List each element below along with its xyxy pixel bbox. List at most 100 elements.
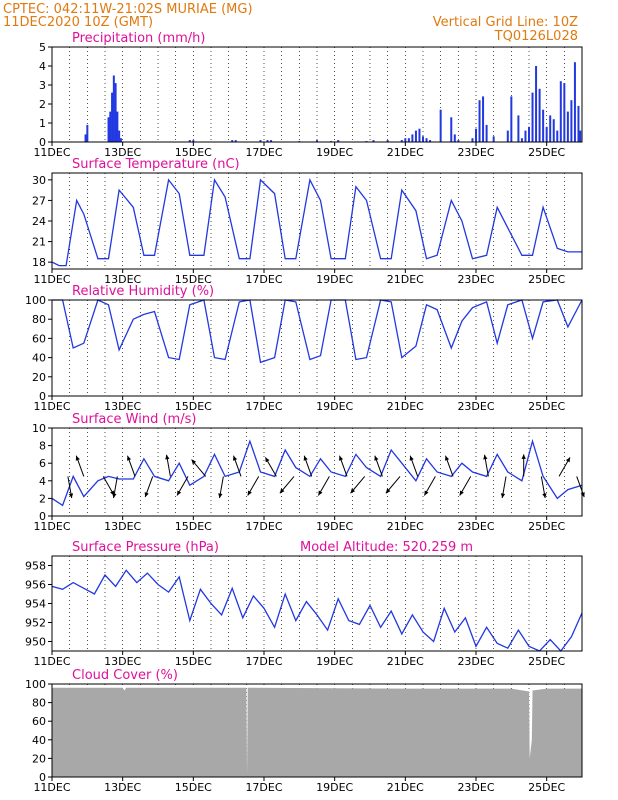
x-tick-label: 19DEC: [316, 655, 353, 668]
precip-bar: [84, 134, 87, 142]
x-tick-label: 21DEC: [387, 655, 424, 668]
y-tick-label: 956: [25, 579, 46, 592]
precip-bar: [535, 66, 538, 142]
x-tick-label: 25DEC: [528, 273, 565, 286]
precip-bar: [457, 140, 460, 142]
precip-bar: [485, 124, 488, 142]
wind-arrowhead: [279, 488, 285, 494]
x-tick-label: 23DEC: [457, 146, 494, 159]
precip-bar: [510, 96, 513, 142]
x-tick-label: 15DEC: [175, 146, 212, 159]
precip-bar: [531, 92, 534, 142]
x-tick-label: 13DEC: [104, 146, 141, 159]
precip-bar: [234, 140, 237, 142]
x-tick-label: 13DEC: [104, 273, 141, 286]
wind-title: Surface Wind (m/s): [72, 412, 196, 427]
wind-arrowhead: [483, 454, 488, 460]
precip-bar: [528, 126, 530, 142]
precip-bar: [545, 126, 548, 142]
x-tick-label: 25DEC: [528, 520, 565, 533]
precip-bar: [570, 100, 573, 142]
x-tick-label: 19DEC: [316, 400, 353, 413]
wind-arrowhead: [580, 492, 585, 498]
y-tick-label: 0: [39, 390, 46, 403]
y-tick-label: 21: [32, 236, 46, 249]
x-tick-label: 17DEC: [245, 273, 282, 286]
y-tick-label: 2: [39, 98, 46, 111]
precip-bar: [192, 140, 195, 142]
y-tick-label: 950: [25, 636, 46, 649]
x-tick-label: 23DEC: [457, 655, 494, 668]
precip-title: Precipitation (mm/h): [72, 31, 205, 46]
x-tick-label: 25DEC: [528, 655, 565, 668]
cloud-panel: Cloud Cover (%) 0 20 40 60 80 100 11DEC 13DEC 15D…: [25, 668, 583, 794]
x-tick-label: 19DEC: [316, 781, 353, 794]
y-tick-label: 100: [25, 294, 46, 307]
y-tick-label: 4: [39, 475, 46, 488]
wind-arrowhead: [303, 455, 308, 461]
wind-arrowhead: [233, 455, 238, 461]
precip-bar: [563, 83, 566, 142]
precip-bar: [418, 128, 421, 142]
model-altitude: Model Altitude: 520.259 m: [300, 540, 473, 555]
precip-bar: [520, 138, 523, 142]
x-tick-label: 19DEC: [316, 520, 353, 533]
precip-bar: [506, 130, 509, 142]
precip-bar: [492, 136, 495, 142]
x-tick-label: 17DEC: [245, 146, 282, 159]
precip-bar: [453, 134, 456, 142]
precip-bar: [478, 100, 481, 142]
wind-frame: [51, 427, 583, 517]
y-tick-label: 0: [39, 510, 46, 523]
wind-arrowhead: [339, 455, 344, 461]
temp-title: Surface Temperature (nC): [72, 157, 240, 172]
wind-arrowhead: [68, 493, 74, 499]
x-tick-label: 23DEC: [457, 400, 494, 413]
pressure-line: [51, 569, 583, 653]
y-tick-label: 27: [32, 194, 46, 207]
rh-frame: [51, 299, 583, 397]
wind-arrowhead: [459, 490, 464, 496]
precip-bar: [114, 83, 117, 142]
precip-bar: [231, 140, 234, 142]
y-tick-label: 18: [32, 256, 46, 269]
y-tick-label: 1: [39, 117, 46, 130]
wind-arrowhead: [565, 457, 571, 463]
wind-arrowhead: [112, 493, 117, 499]
precip-bar: [316, 140, 318, 142]
model-code: TQ0126L028: [494, 29, 578, 44]
temp-frame: [51, 172, 583, 270]
wind-arrowhead: [144, 492, 149, 498]
y-tick-label: 20: [32, 752, 46, 765]
wind-arrowhead: [424, 490, 429, 496]
precip-bar: [116, 111, 119, 142]
wind-arrowhead: [521, 454, 526, 459]
pressure-title: Surface Pressure (hPa): [72, 540, 219, 555]
precip-bar: [471, 138, 474, 142]
precip-bar: [411, 134, 414, 142]
x-tick-label: 11DEC: [33, 400, 70, 413]
x-tick-label: 23DEC: [457, 520, 494, 533]
precip-bar: [119, 138, 122, 142]
x-tick-label: 15DEC: [175, 273, 212, 286]
x-tick-label: 21DEC: [387, 781, 424, 794]
precip-bar: [577, 105, 580, 142]
x-tick-label: 21DEC: [387, 520, 424, 533]
precip-bar: [404, 138, 407, 142]
y-tick-label: 100: [25, 678, 46, 691]
precip-bar: [372, 140, 375, 142]
y-tick-label: 0: [39, 771, 46, 784]
wind-arrowhead: [75, 455, 80, 461]
wind-arrowhead: [445, 455, 450, 461]
precip-bar: [566, 111, 569, 142]
wind-arrowhead: [542, 493, 547, 499]
x-tick-label: 13DEC: [104, 655, 141, 668]
x-tick-label: 17DEC: [245, 400, 282, 413]
x-tick-label: 21DEC: [387, 273, 424, 286]
wind-arrowhead: [374, 455, 379, 461]
wind-arrowhead: [265, 457, 270, 463]
wind-arrowhead: [165, 454, 170, 460]
y-tick-label: 60: [32, 715, 46, 728]
y-tick-label: 80: [32, 697, 46, 710]
x-tick-label: 11DEC: [33, 781, 70, 794]
